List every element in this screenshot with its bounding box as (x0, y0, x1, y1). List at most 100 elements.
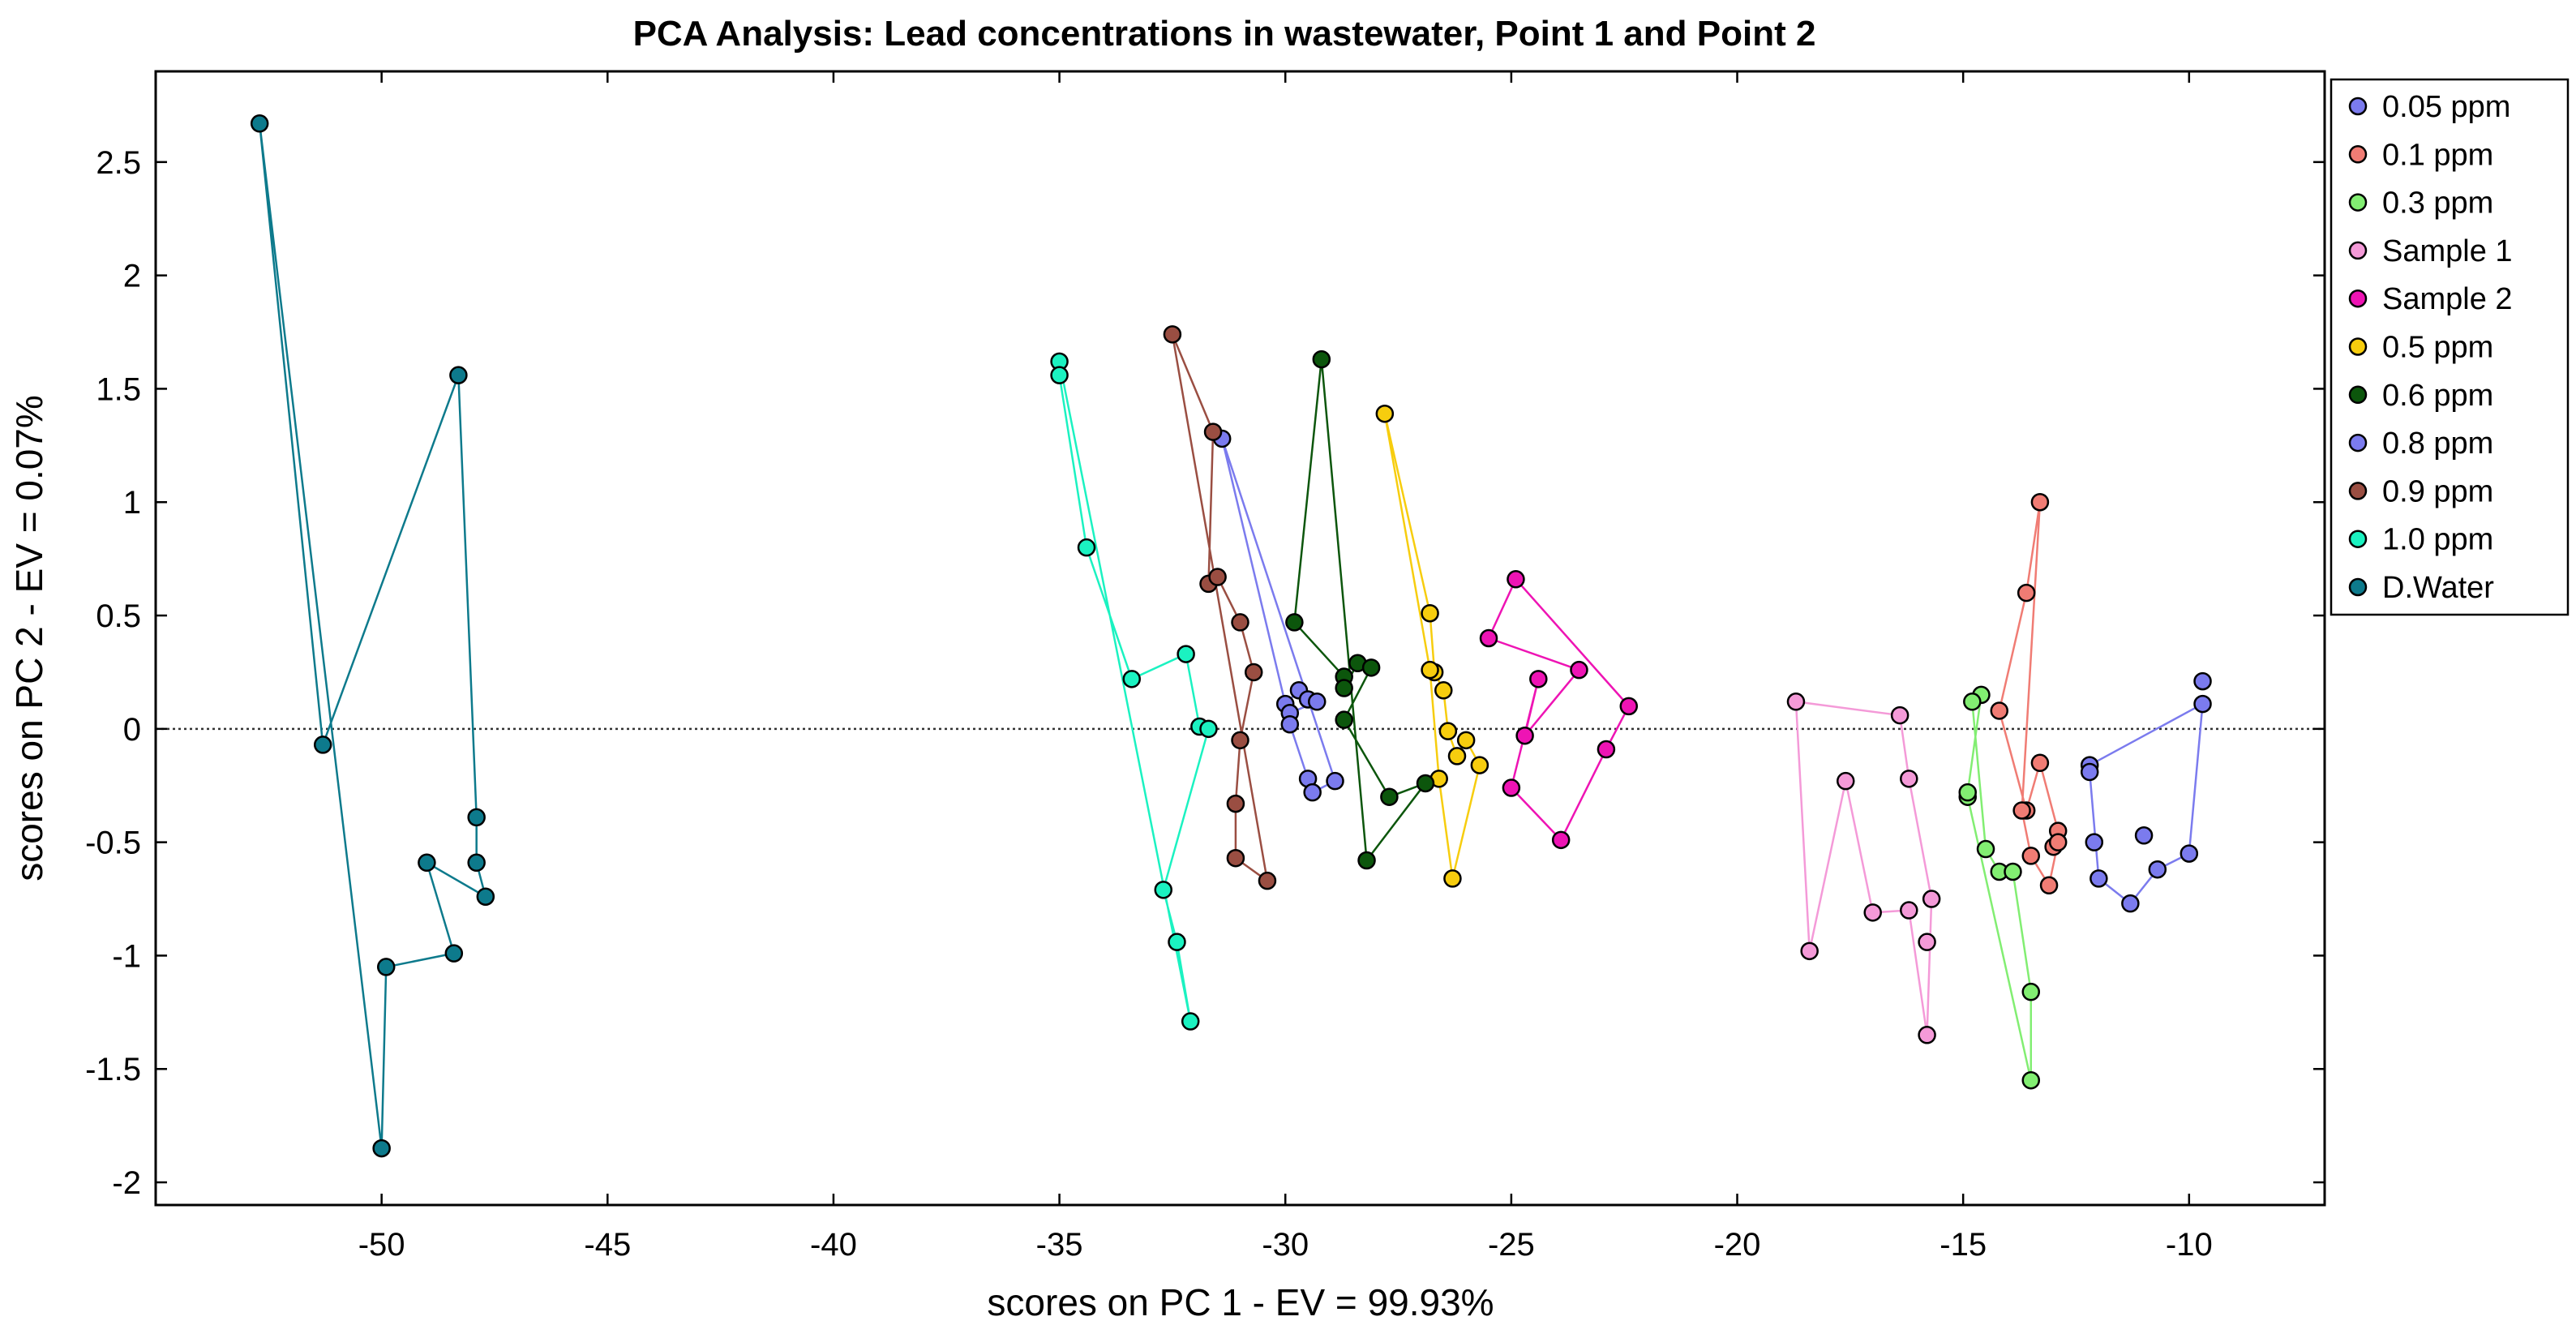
point-0-5-ppm (1375, 404, 1395, 423)
point-0-3-ppm (2021, 1070, 2041, 1090)
y-tick-label: -0.5 (85, 826, 141, 861)
point-sample-1 (1863, 903, 1882, 922)
legend-item-0-5-ppm: 0.5 ppm (2348, 331, 2493, 365)
point-sample-2 (1529, 670, 1548, 688)
point-sample-1 (1900, 770, 1918, 788)
point-0-5-ppm (1434, 681, 1453, 700)
point-0-1-ppm (2021, 847, 2041, 865)
point-0-5-ppm (1447, 747, 1467, 765)
point-0-6-ppm (1335, 710, 1353, 729)
legend-marker (2348, 337, 2368, 356)
legend-item-0-8-ppm: 0.8 ppm (2348, 427, 2493, 461)
legend-label: 0.6 ppm (2382, 379, 2493, 413)
point-1-0-ppm (1154, 881, 1173, 899)
series-line-0-05-ppm (2088, 702, 2204, 905)
series-line-sample-1 (1794, 701, 1933, 1036)
legend-marker (2348, 289, 2368, 308)
y-tick-label: -1 (112, 938, 141, 974)
legend-marker (2348, 433, 2368, 452)
point-0-3-ppm (1963, 693, 1982, 711)
legend-label: D.Water (2382, 571, 2494, 605)
legend-marker (2348, 385, 2368, 405)
point-0-6-ppm (1380, 787, 1399, 806)
point-d-water (250, 114, 269, 133)
y-tick-label: 2 (123, 259, 141, 294)
point-0-3-ppm (1976, 839, 1995, 859)
y-tick-label: 2.5 (96, 145, 141, 181)
legend-marker (2348, 577, 2368, 597)
point-sample-1 (1837, 771, 1855, 791)
point-0-5-ppm (1470, 756, 1489, 774)
point-d-water (476, 887, 495, 906)
legend: 0.05 ppm 0.1 ppm 0.3 ppm Sample 1 Sample 2 0.… (2330, 78, 2570, 616)
point-0-6-ppm (1312, 350, 1331, 369)
point-1-0-ppm (1168, 933, 1186, 951)
legend-marker (2348, 241, 2368, 260)
point-0-8-ppm (1303, 783, 1322, 802)
legend-label: 0.3 ppm (2382, 187, 2493, 221)
point-0-9-ppm (1226, 848, 1245, 868)
y-tick-label: 0.5 (96, 598, 141, 634)
point-0-5-ppm (1456, 731, 1476, 750)
legend-label: Sample 2 (2382, 282, 2513, 316)
point-0-9-ppm (1231, 731, 1249, 750)
point-0-6-ppm (1416, 774, 1435, 793)
point-0-9-ppm (1231, 613, 1249, 632)
point-sample-2 (1502, 778, 1521, 797)
x-tick-label: -30 (1262, 1227, 1309, 1263)
point-0-8-ppm (1307, 693, 1327, 711)
point-d-water (449, 366, 468, 384)
point-d-water (372, 1139, 391, 1158)
x-tick-label: -10 (2166, 1227, 2213, 1263)
legend-label: 0.1 ppm (2382, 138, 2493, 172)
legend-marker (2348, 530, 2368, 548)
point-sample-2 (1619, 697, 1639, 716)
point-sample-2 (1479, 628, 1498, 648)
point-0-9-ppm (1203, 422, 1223, 441)
point-0-1-ppm (2012, 801, 2031, 820)
y-tick-label: 0 (123, 712, 141, 748)
point-0-3-ppm (2004, 862, 2022, 881)
point-0-1-ppm (2030, 753, 2050, 773)
point-0-5-ppm (1421, 660, 1439, 680)
legend-item-0-9-ppm: 0.9 ppm (2348, 474, 2493, 508)
point-0-6-ppm (1361, 658, 1381, 677)
legend-marker (2348, 96, 2368, 116)
legend-item-sample-1: Sample 1 (2348, 234, 2513, 268)
point-0-3-ppm (2021, 982, 2041, 1001)
point-0-1-ppm (2017, 583, 2036, 603)
x-tick-label: -25 (1488, 1227, 1535, 1263)
chart-title: PCA Analysis: Lead concentrations in was… (633, 14, 1816, 54)
point-1-0-ppm (1122, 670, 1141, 688)
point-0-6-ppm (1335, 679, 1353, 697)
x-tick-label: -50 (358, 1227, 405, 1263)
point-d-water (313, 735, 332, 754)
legend-marker (2348, 145, 2368, 164)
point-0-5-ppm (1421, 603, 1439, 623)
point-d-water (467, 808, 486, 827)
point-1-0-ppm (1177, 645, 1195, 663)
legend-box (2330, 78, 2570, 616)
point-1-0-ppm (1050, 366, 1069, 384)
legend-label: 0.9 ppm (2382, 474, 2493, 508)
point-0-6-ppm (1357, 851, 1376, 870)
point-0-9-ppm (1258, 871, 1277, 890)
point-d-water (418, 853, 436, 873)
legend-item-1-0-ppm: 1.0 ppm (2348, 523, 2493, 557)
y-tick-label: 1.5 (96, 371, 141, 407)
legend-marker (2348, 193, 2368, 212)
legend-label: 0.8 ppm (2382, 427, 2493, 461)
series-line-sample-2 (1487, 578, 1631, 842)
legend-item-0-1-ppm: 0.1 ppm (2348, 138, 2493, 172)
legend-label: 0.5 ppm (2382, 331, 2493, 365)
point-d-water (444, 944, 464, 963)
point-sample-1 (1922, 890, 1941, 908)
point-0-5-ppm (1438, 722, 1458, 740)
point-0-1-ppm (1990, 701, 2008, 720)
point-0-05-ppm (2193, 671, 2212, 691)
point-sample-2 (1515, 726, 1534, 745)
point-sample-1 (1800, 941, 1819, 961)
plot-area-frame (154, 70, 2326, 1207)
point-sample-1 (1900, 901, 1918, 920)
